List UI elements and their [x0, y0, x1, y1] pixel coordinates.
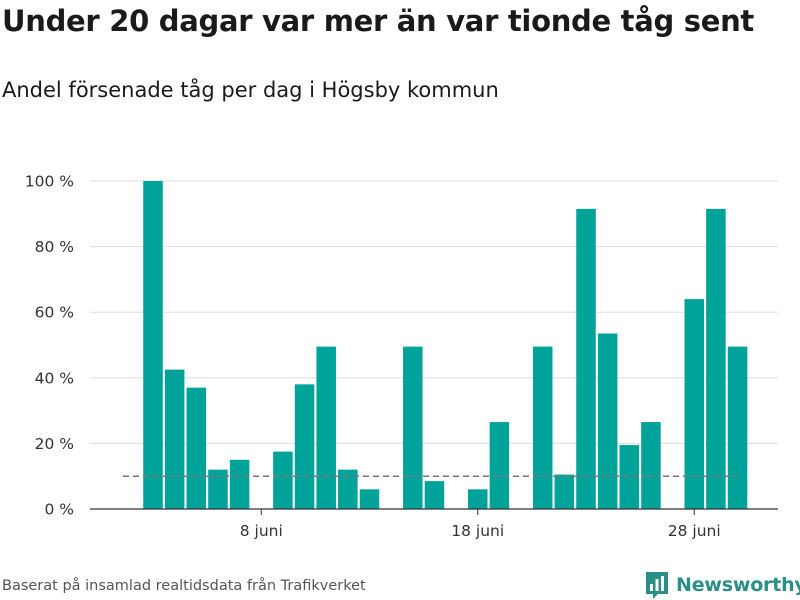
bar — [532, 346, 553, 509]
source-note: Baserat på insamlad realtidsdata från Tr… — [2, 578, 366, 594]
y-tick-label: 100 % — [25, 173, 74, 191]
bar-chart: 0 % 20 % 40 % 60 % 80 % 100 % 8 juni 18 juni 28 … — [25, 173, 778, 540]
bar — [468, 489, 488, 509]
bar — [706, 208, 726, 509]
y-tick-label: 40 % — [35, 369, 74, 387]
newsworthy-chart-logo-icon — [646, 572, 668, 599]
bar — [576, 208, 596, 509]
bar — [229, 459, 250, 509]
bar — [597, 333, 618, 509]
bar — [273, 451, 293, 509]
y-tick-label: 60 % — [35, 304, 74, 322]
bar — [208, 469, 228, 509]
bar — [359, 489, 380, 509]
bar — [403, 346, 423, 509]
brand-logo: Newsworthy — [644, 570, 800, 600]
x-tick-label: 8 juni — [240, 522, 283, 540]
bar — [554, 474, 575, 509]
y-tick-label: 20 % — [35, 435, 74, 453]
bar — [164, 369, 185, 509]
axes: 0 % 20 % 40 % 60 % 80 % 100 % 8 juni 18 juni 28 … — [25, 173, 778, 540]
y-tick-label: 80 % — [35, 238, 74, 256]
x-tick-label: 28 juni — [668, 522, 721, 540]
bar — [186, 387, 207, 509]
chart-subtitle: Andel försenade tåg per dag i Högsby kom… — [2, 78, 499, 102]
x-tick-label: 18 juni — [451, 522, 504, 540]
bars — [143, 181, 748, 509]
brand-name: Newsworthy — [676, 574, 800, 596]
bar — [338, 469, 358, 509]
y-tick-label: 0 % — [44, 501, 74, 519]
bar — [641, 422, 661, 509]
bar — [424, 481, 445, 509]
bar — [143, 181, 163, 509]
bar — [727, 346, 748, 509]
bar — [619, 445, 640, 509]
bar — [684, 299, 704, 509]
bar — [489, 422, 510, 509]
chart-title: Under 20 dagar var mer än var tionde tåg… — [2, 4, 754, 38]
bar — [316, 346, 336, 509]
bar — [294, 384, 315, 509]
